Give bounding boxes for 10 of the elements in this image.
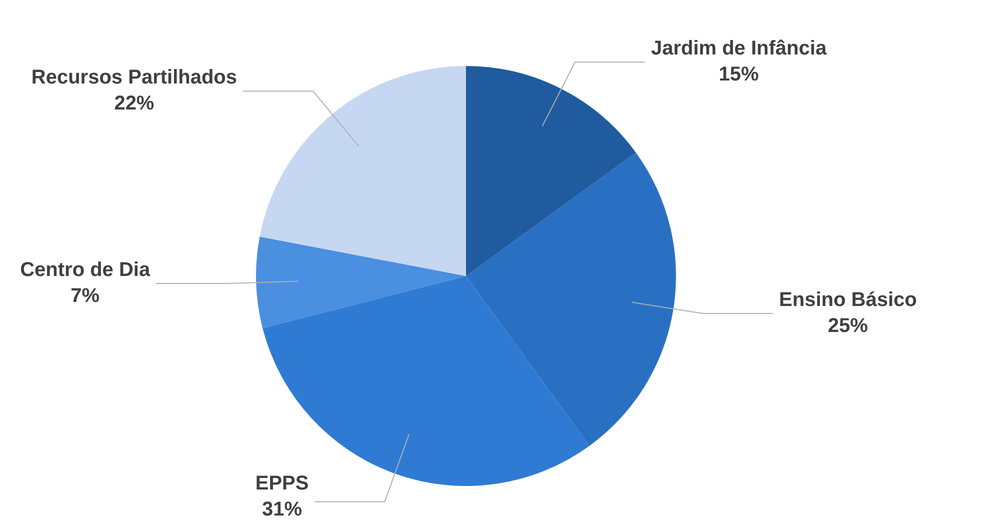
slice-label: Recursos Partilhados — [31, 66, 238, 89]
data-label: 15% — [718, 64, 759, 86]
data-label: 25% — [828, 315, 868, 338]
slice-label: Ensino Básico — [779, 289, 917, 312]
data-label: 7% — [70, 285, 100, 308]
slice-label: Jardim de Infância — [650, 38, 828, 60]
slice-label: EPPS — [255, 472, 309, 495]
data-label: 31% — [262, 498, 302, 521]
slice-label: Centro de Dia — [20, 259, 151, 282]
data-label: 22% — [114, 92, 154, 115]
